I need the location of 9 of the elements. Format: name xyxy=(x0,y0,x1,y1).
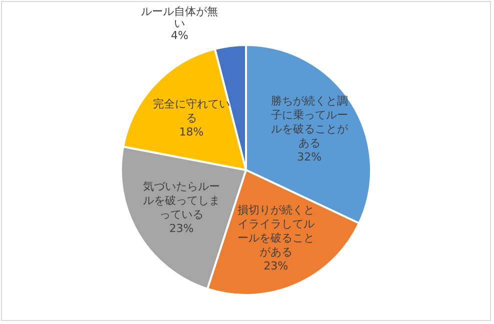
data-label: 32% xyxy=(297,150,322,164)
slice-label: ルール自体が無い xyxy=(141,4,218,30)
data-label: 23% xyxy=(169,222,194,236)
slice-label: 勝ちが続くと調子に乗ってルールを破ることがある xyxy=(270,94,349,150)
data-label: 4% xyxy=(170,28,188,42)
slice-label: 損切りが続くとイライラしてルールを破ることがある xyxy=(237,204,314,259)
slice-label: 気づいたらルールを破ってしまっている xyxy=(142,180,220,222)
data-label: 18% xyxy=(179,126,204,139)
data-label: 23% xyxy=(264,260,288,273)
